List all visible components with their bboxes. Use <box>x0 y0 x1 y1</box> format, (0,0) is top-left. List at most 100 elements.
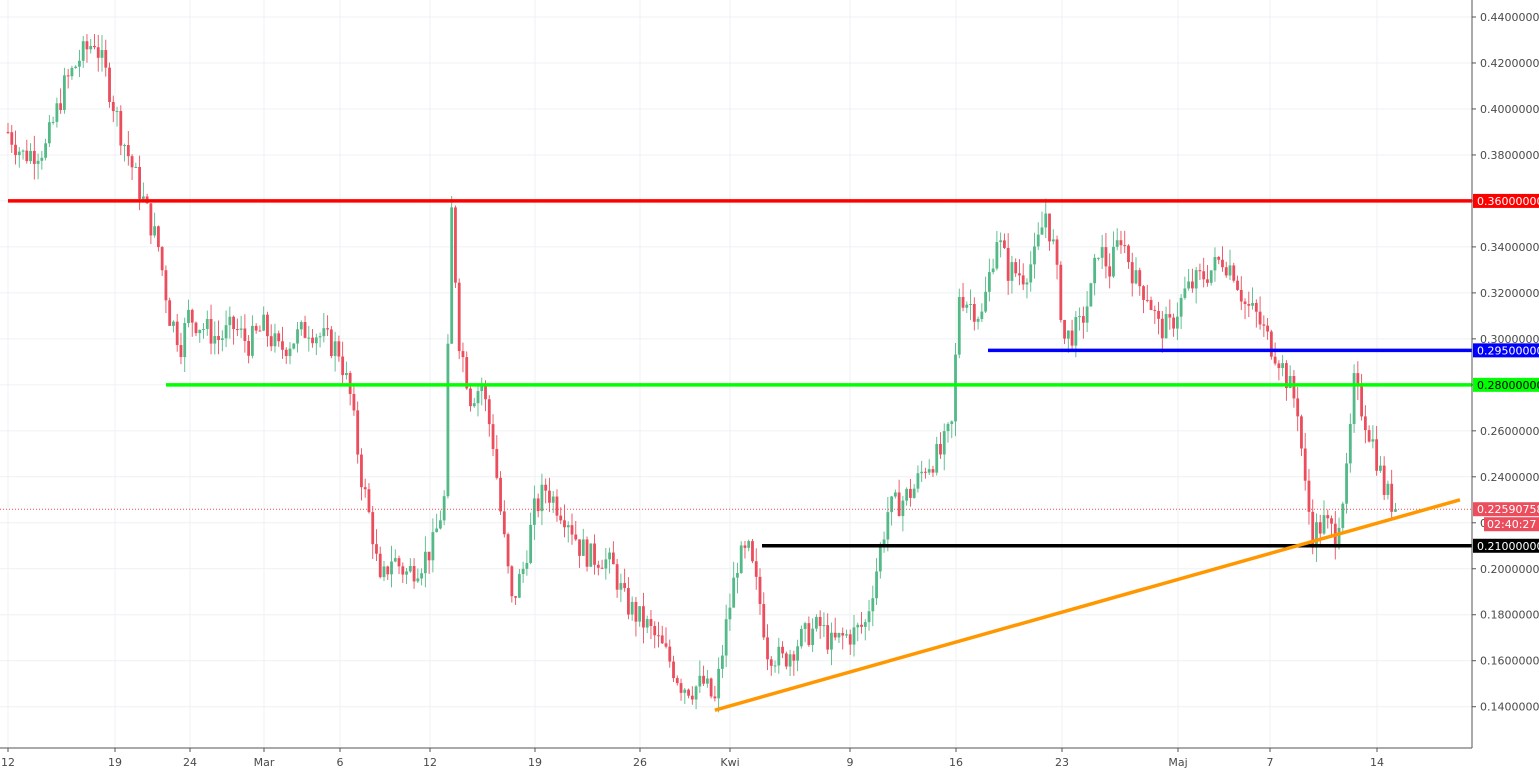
candle-body <box>574 534 578 540</box>
candle <box>807 616 811 647</box>
candle <box>980 303 984 322</box>
candle <box>664 627 668 649</box>
candle <box>657 621 660 648</box>
candle-body <box>758 576 762 605</box>
candle-body <box>232 316 235 330</box>
candle-body <box>848 634 852 645</box>
candle-body <box>341 356 345 376</box>
candle-body <box>168 300 172 326</box>
candle <box>1345 452 1348 514</box>
candle-body <box>604 559 608 569</box>
candle-body <box>818 616 822 626</box>
candle <box>1326 509 1330 529</box>
candle-body <box>893 492 897 497</box>
candle-body <box>1145 299 1149 301</box>
candle <box>446 334 450 499</box>
candle-body <box>1221 259 1224 268</box>
candle <box>1093 253 1097 296</box>
candle <box>1063 319 1066 345</box>
candle <box>1307 469 1311 525</box>
candle-body <box>630 601 634 615</box>
candle-body <box>352 393 356 411</box>
candle <box>1115 228 1119 251</box>
candle <box>1070 319 1074 349</box>
candle-body <box>111 101 115 112</box>
candle <box>491 414 495 457</box>
time-axis[interactable]: 12 19 24 Mar 6 12 19 26 Kwi 9 16 23 Maj 7 14 <box>0 747 1472 769</box>
candle-body <box>1051 239 1055 242</box>
candle-body <box>371 512 375 545</box>
candle <box>390 545 393 588</box>
candle <box>521 561 525 583</box>
candle <box>1059 261 1063 323</box>
candle <box>758 568 762 615</box>
candle <box>762 592 766 640</box>
candle-body <box>251 325 254 356</box>
candle <box>939 432 942 459</box>
candle <box>1104 232 1108 279</box>
candle <box>251 315 254 359</box>
candle-body <box>799 628 803 647</box>
time-tick-label: 19 <box>528 756 542 769</box>
candle-body <box>495 449 499 478</box>
candle-body <box>1262 324 1266 326</box>
candle <box>574 521 578 541</box>
candle-body <box>1300 416 1303 449</box>
candle <box>585 536 589 572</box>
candle-body <box>281 341 284 350</box>
candle-body <box>890 496 893 513</box>
candle-body <box>480 385 484 392</box>
candle <box>1360 373 1363 421</box>
candle <box>10 125 14 153</box>
candle-body <box>408 566 412 572</box>
candle-body <box>1285 363 1288 389</box>
candle <box>615 558 619 598</box>
time-tick-label: Maj <box>1168 756 1187 769</box>
candle <box>1006 233 1010 295</box>
ascending-trendline[interactable] <box>714 498 1461 712</box>
candle <box>273 323 277 353</box>
candle-body <box>623 583 627 589</box>
candle-body <box>627 588 630 615</box>
candle <box>991 258 995 275</box>
candle-body <box>1074 317 1078 346</box>
candle <box>262 306 266 332</box>
candle-body <box>965 304 969 308</box>
candle <box>611 541 615 565</box>
candle <box>1145 284 1149 303</box>
candle-body <box>303 322 307 338</box>
candle-body <box>608 552 611 560</box>
candle-body <box>1168 314 1172 318</box>
candle <box>965 301 969 314</box>
candle <box>288 342 292 365</box>
candle <box>1025 278 1029 299</box>
candle-body <box>29 150 32 162</box>
candle <box>123 143 126 162</box>
candle <box>59 88 63 114</box>
candle-body <box>66 75 70 77</box>
candle-body <box>946 423 950 432</box>
candle-body <box>1394 509 1397 512</box>
candle <box>1390 469 1394 519</box>
candle-body <box>1003 240 1006 248</box>
candle <box>397 555 401 575</box>
candle-body <box>1247 303 1251 306</box>
candle-body <box>931 469 935 473</box>
candle-body <box>721 655 724 669</box>
candle <box>469 386 472 412</box>
candle <box>1232 262 1236 283</box>
candle <box>1010 255 1014 294</box>
candle <box>1236 275 1239 291</box>
candle-body <box>104 50 108 68</box>
candle <box>1206 264 1209 287</box>
candle <box>29 143 32 164</box>
candle-body <box>1119 240 1123 246</box>
candle <box>781 641 784 659</box>
candle <box>909 478 912 507</box>
candle-body <box>980 311 984 319</box>
candle <box>1081 306 1085 339</box>
candle-body <box>363 487 367 490</box>
